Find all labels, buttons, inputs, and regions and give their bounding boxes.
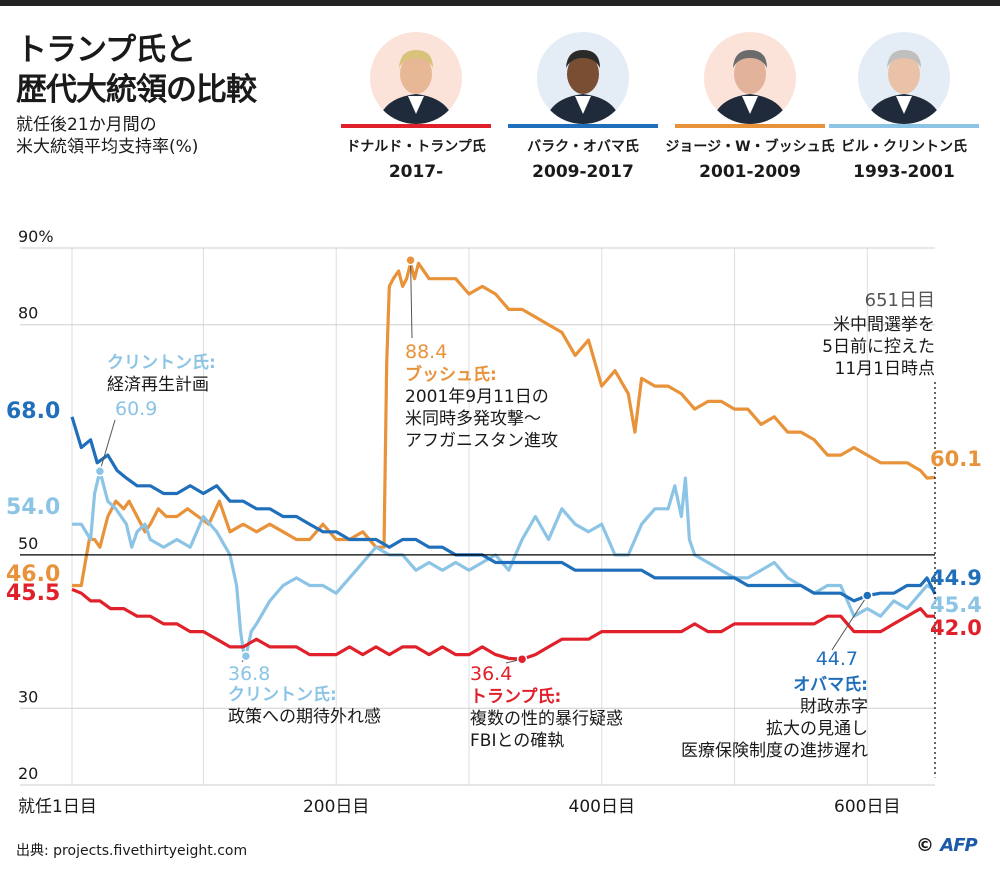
series-line-trump (71, 587, 935, 661)
annotation-leader (99, 419, 116, 472)
y-tick-label: 20 (18, 764, 38, 783)
annotation-title: クリントン氏: (107, 353, 216, 373)
clinton-portrait-icon (858, 32, 950, 124)
bush-portrait-icon (704, 32, 796, 124)
start-value-label: 45.5 (6, 581, 60, 606)
start-value-label: 68.0 (6, 399, 60, 424)
annotation-text: 複数の性的暴行疑惑 (470, 709, 623, 729)
legend-name: ジョージ・W・ブッシュ氏 (665, 139, 835, 155)
source-credit: 出典: projects.fivethirtyeight.com (16, 843, 248, 859)
annotation-marker (516, 653, 528, 665)
y-tick-label: 30 (18, 687, 38, 706)
annotation-text: 米同時多発攻撃〜 (405, 409, 541, 429)
annotation-value: 88.4 (405, 341, 447, 363)
annotation-text: 拡大の見通し (766, 719, 868, 739)
legend-clinton: ビル・クリントン氏 1993-2001 (818, 32, 990, 182)
title-line-2: 歴代大統領の比較 (16, 72, 257, 108)
y-tick-label: 50 (18, 534, 38, 553)
annotation-text: 政策への期待外れ感 (228, 707, 381, 727)
end-value-label: 42.0 (930, 616, 982, 640)
legend-name: ドナルド・トランプ氏 (346, 139, 486, 155)
annotation-marker (240, 650, 252, 662)
legend-swatch (508, 124, 658, 128)
x-tick-label: 400日目 (569, 797, 635, 817)
subtitle-line-2: 米大統領平均支持率(%) (16, 137, 199, 157)
start-value-label: 54.0 (6, 495, 60, 520)
x-tick-label: 就任1日目 (18, 797, 97, 817)
annotation-value: 44.7 (816, 648, 858, 670)
annotation-text: 5日前に控えた (822, 337, 935, 357)
legend-name: バラク・オバマ氏 (527, 139, 639, 155)
annotation-value: 60.9 (115, 398, 157, 420)
annotation-value: 36.4 (470, 663, 512, 685)
annotation-text: 11月1日時点 (835, 359, 935, 379)
end-value-label: 44.9 (930, 566, 982, 590)
annotation-leader (831, 595, 868, 651)
annotation-title: ブッシュ氏: (405, 364, 497, 385)
subtitle-line-1: 就任後21か月間の (16, 115, 157, 135)
start-value-label: 46.0 (6, 562, 60, 587)
afp-logo: © AFP (916, 835, 978, 856)
end-value-label: 60.1 (930, 447, 982, 471)
annotation-title: オバマ氏: (793, 675, 868, 695)
annotation-value: 651日目 (865, 290, 935, 311)
legend-swatch (675, 124, 825, 128)
legend-obama: バラク・オバマ氏 2009-2017 (497, 32, 669, 182)
legend-bush: ジョージ・W・ブッシュ氏 2001-2009 (664, 32, 836, 182)
annotation-text: アフガニスタン進攻 (405, 431, 558, 451)
legend-years: 2009-2017 (532, 162, 634, 182)
annotation-marker (405, 255, 416, 266)
legend-years: 1993-2001 (853, 162, 955, 182)
obama-portrait-icon (537, 32, 629, 124)
end-value-label: 45.4 (930, 593, 982, 617)
top-rule (0, 0, 1000, 6)
afp-wordmark: AFP (940, 835, 977, 856)
y-tick-label: 90% (18, 227, 54, 246)
legend-years: 2001-2009 (699, 162, 801, 182)
series-line-obama (70, 416, 937, 603)
annotation-text: 財政赤字 (800, 697, 868, 717)
annotation-leader (410, 260, 413, 339)
annotation-title: クリントン氏: (228, 685, 337, 705)
legend-name: ビル・クリントン氏 (841, 139, 967, 155)
copyright-symbol: © (916, 835, 934, 856)
legend-years: 2017- (388, 162, 444, 182)
annotation-text: 医療保険制度の進捗遅れ (681, 741, 868, 761)
series-line-bush (72, 261, 936, 588)
series-line-clinton (72, 469, 936, 658)
annotation-title: トランプ氏: (470, 686, 561, 707)
annotation-text: 2001年9月11日の (405, 387, 549, 407)
annotation-text: 米中間選挙を (833, 315, 935, 335)
annotation-text: 経済再生計画 (107, 375, 209, 395)
annotation-text: FBIとの確執 (470, 731, 564, 751)
y-tick-label: 80 (18, 304, 38, 323)
trump-portrait-icon (370, 32, 462, 124)
chart-title: トランプ氏と 歴代大統領の比較 (16, 30, 257, 110)
annotation-marker (94, 465, 106, 477)
title-line-1: トランプ氏と (16, 32, 196, 68)
x-tick-label: 200日目 (303, 797, 369, 817)
legend-trump: ドナルド・トランプ氏 2017- (330, 32, 502, 182)
annotation-value: 36.8 (228, 663, 270, 685)
annotation-marker (862, 590, 873, 601)
chart-subtitle: 就任後21か月間の 米大統領平均支持率(%) (16, 114, 198, 158)
x-tick-label: 600日目 (834, 797, 900, 817)
legend-swatch (829, 124, 979, 128)
legend-swatch (341, 124, 491, 128)
